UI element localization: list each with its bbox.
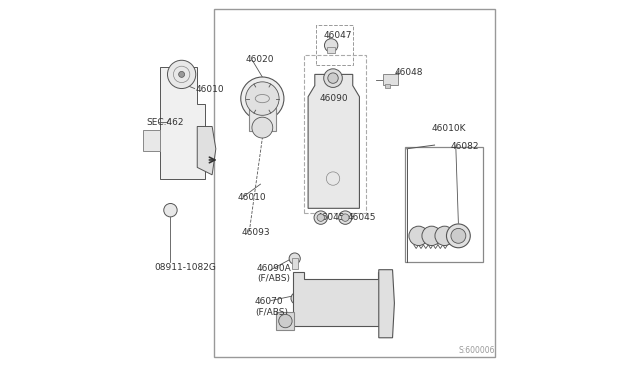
Circle shape [447,224,470,248]
Circle shape [435,226,454,246]
Text: 46090A
(F/ABS): 46090A (F/ABS) [257,264,291,283]
Text: SEC.462: SEC.462 [146,118,184,127]
Text: 46070
(F/ABS): 46070 (F/ABS) [255,297,288,317]
Circle shape [317,214,324,221]
Text: 46045: 46045 [316,213,345,222]
Circle shape [246,82,279,115]
Bar [294,295,300,304]
Text: 46010: 46010 [195,85,224,94]
Circle shape [252,117,273,138]
Polygon shape [293,272,388,326]
Bar [143,130,160,151]
Circle shape [342,214,349,221]
Circle shape [164,203,177,217]
Text: 46093: 46093 [241,228,270,237]
Text: 46010K: 46010K [431,124,466,133]
Circle shape [314,211,328,224]
Circle shape [328,73,338,83]
Bar [214,9,495,357]
Text: 46010: 46010 [237,193,266,202]
Circle shape [168,60,196,89]
Text: 46045: 46045 [348,213,376,222]
Bar [412,233,459,239]
Bar [385,84,390,88]
Circle shape [422,226,441,246]
Polygon shape [160,67,205,179]
Text: 46082: 46082 [450,142,479,151]
Circle shape [289,253,300,264]
Bar [292,258,298,269]
Text: 08911-1082G: 08911-1082G [154,263,216,272]
Circle shape [179,71,184,77]
Text: 46090: 46090 [320,94,349,103]
Text: 46048: 46048 [394,68,423,77]
Bar [303,55,366,213]
Circle shape [324,69,342,87]
Circle shape [451,228,466,243]
Bar [248,108,276,131]
Bar [276,312,294,330]
Text: 46047: 46047 [324,31,352,40]
Circle shape [324,39,338,52]
Circle shape [339,211,352,224]
Polygon shape [308,74,360,208]
Bar [328,47,335,53]
Text: 46020: 46020 [246,55,274,64]
Circle shape [241,77,284,120]
Bar [316,25,353,65]
Circle shape [291,292,303,304]
Circle shape [278,314,292,328]
Text: S:600006: S:600006 [458,346,495,355]
Polygon shape [379,270,394,338]
Bar [383,74,398,85]
Polygon shape [197,126,216,175]
Circle shape [409,226,428,246]
Bar [405,147,483,262]
